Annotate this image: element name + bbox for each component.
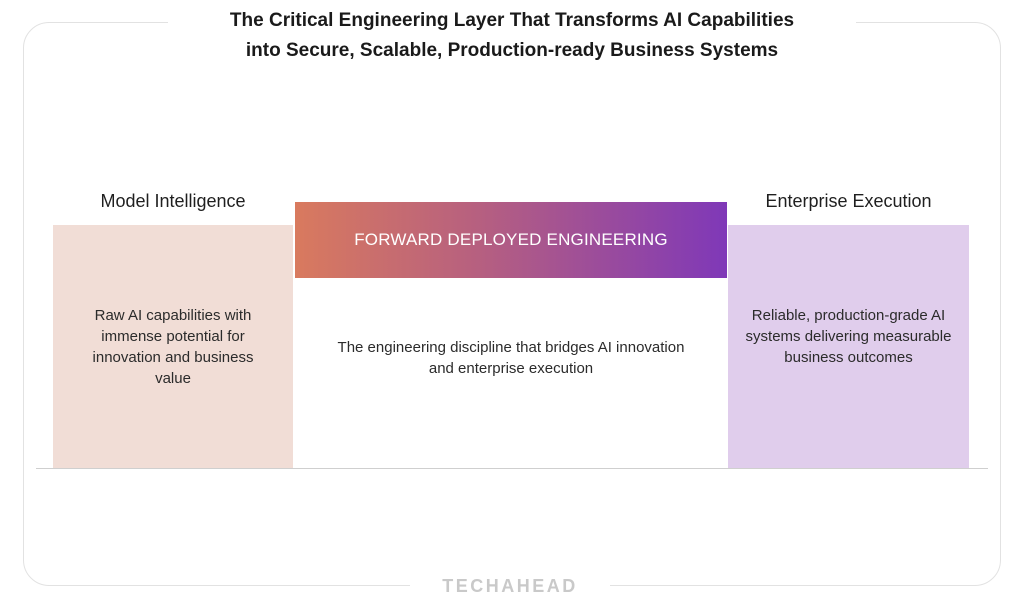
bridge-description: The engineering discipline that bridges … <box>337 339 685 377</box>
enterprise-execution-heading: Enterprise Execution <box>765 191 932 211</box>
title-line-2: into Secure, Scalable, Production-ready … <box>245 40 779 61</box>
model-intelligence-text: Raw AI capabilities with immense potenti… <box>92 307 254 387</box>
title-line-1: The Critical Engineering Layer That Tran… <box>229 10 795 31</box>
forward-deployed-engineering-banner: FORWARD DEPLOYED ENGINEERING <box>295 202 727 278</box>
enterprise-execution-text: Reliable, production-grade AI systems de… <box>745 307 952 366</box>
baseline-divider <box>36 468 988 469</box>
banner-label: FORWARD DEPLOYED ENGINEERING <box>354 230 668 249</box>
enterprise-execution-box: Reliable, production-grade AI systems de… <box>728 225 969 469</box>
model-intelligence-heading: Model Intelligence <box>100 191 246 211</box>
techahead-logo: TECHAHEAD <box>410 574 610 598</box>
diagram-title: The Critical Engineering Layer That Tran… <box>168 6 856 66</box>
model-intelligence-box: Raw AI capabilities with immense potenti… <box>53 225 293 469</box>
